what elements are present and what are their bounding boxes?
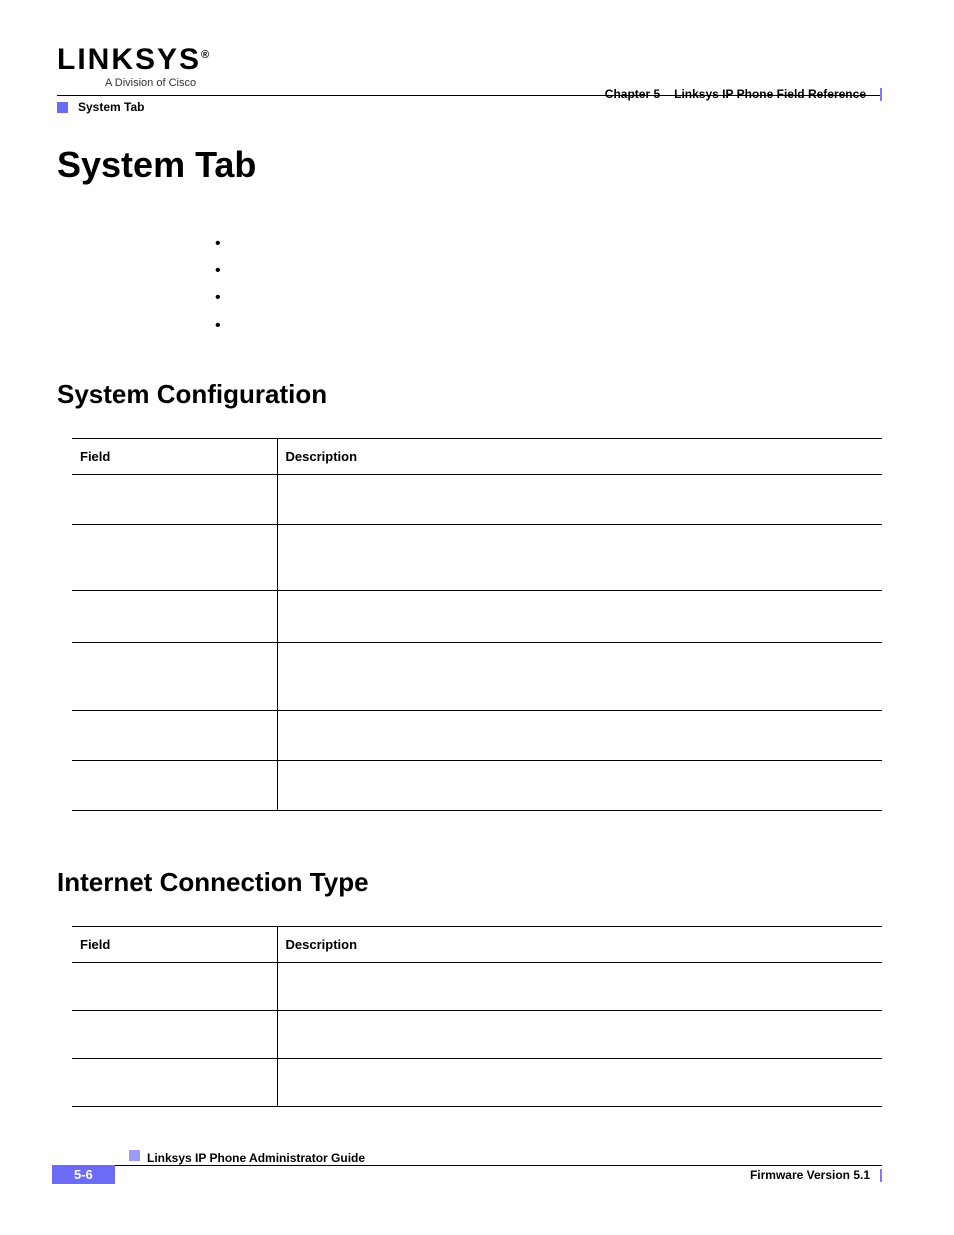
page-number: 5-6 [52, 1165, 115, 1184]
table-cell-description [277, 1058, 882, 1106]
table-cell-description [277, 962, 882, 1010]
footer-rule [57, 1165, 882, 1166]
table-header: Description [277, 926, 882, 962]
table-cell-field [72, 524, 277, 590]
table-row [72, 590, 882, 642]
page-title: System Tab [57, 144, 882, 186]
header-divider [880, 88, 882, 101]
bullet-item [215, 284, 882, 311]
table-row [72, 1010, 882, 1058]
table-cell-description [277, 590, 882, 642]
table-header: Field [72, 438, 277, 474]
table-cell-field [72, 962, 277, 1010]
footer-divider [880, 1169, 882, 1182]
table-row [72, 1058, 882, 1106]
table-row [72, 524, 882, 590]
table-cell-description [277, 524, 882, 590]
table-row [72, 710, 882, 760]
breadcrumb: System Tab [57, 100, 882, 114]
table-row [72, 962, 882, 1010]
logo-tagline: A Division of Cisco [105, 77, 196, 89]
table-cell-description [277, 1010, 882, 1058]
table-cell-field [72, 590, 277, 642]
logo-brand-text: LINKSYS [57, 43, 201, 76]
table-row [72, 760, 882, 810]
bullet-item [215, 257, 882, 284]
footer-guide: Linksys IP Phone Administrator Guide [147, 1151, 365, 1165]
bullet-item [215, 230, 882, 257]
table-header: Description [277, 438, 882, 474]
logo-reg: ® [201, 49, 209, 61]
header-meta: Chapter 5 Linksys IP Phone Field Referen… [605, 87, 882, 101]
header-title: Linksys IP Phone Field Reference [674, 87, 866, 101]
section-heading: Internet Connection Type [57, 867, 882, 898]
footer-version: Firmware Version 5.1 [750, 1168, 870, 1182]
footer-marker [129, 1150, 140, 1161]
bullet-list [215, 230, 882, 339]
field-table: FieldDescription [72, 926, 882, 1107]
table-cell-field [72, 1058, 277, 1106]
table-cell-description [277, 642, 882, 710]
table-header: Field [72, 926, 277, 962]
logo: LINKSYS® A Division of Cisco [57, 45, 882, 89]
field-table: FieldDescription [72, 438, 882, 811]
table-cell-description [277, 710, 882, 760]
bullet-item [215, 312, 882, 339]
table-cell-field [72, 474, 277, 524]
table-cell-field [72, 710, 277, 760]
table-cell-field [72, 642, 277, 710]
breadcrumb-label: System Tab [78, 100, 144, 114]
header-chapter: Chapter 5 [605, 87, 660, 101]
table-cell-field [72, 760, 277, 810]
table-cell-description [277, 760, 882, 810]
logo-brand: LINKSYS® [57, 45, 209, 75]
table-row [72, 474, 882, 524]
table-cell-field [72, 1010, 277, 1058]
table-row [72, 642, 882, 710]
footer-version-block: Firmware Version 5.1 [750, 1168, 882, 1182]
section-heading: System Configuration [57, 379, 882, 410]
breadcrumb-marker [57, 102, 68, 113]
table-cell-description [277, 474, 882, 524]
